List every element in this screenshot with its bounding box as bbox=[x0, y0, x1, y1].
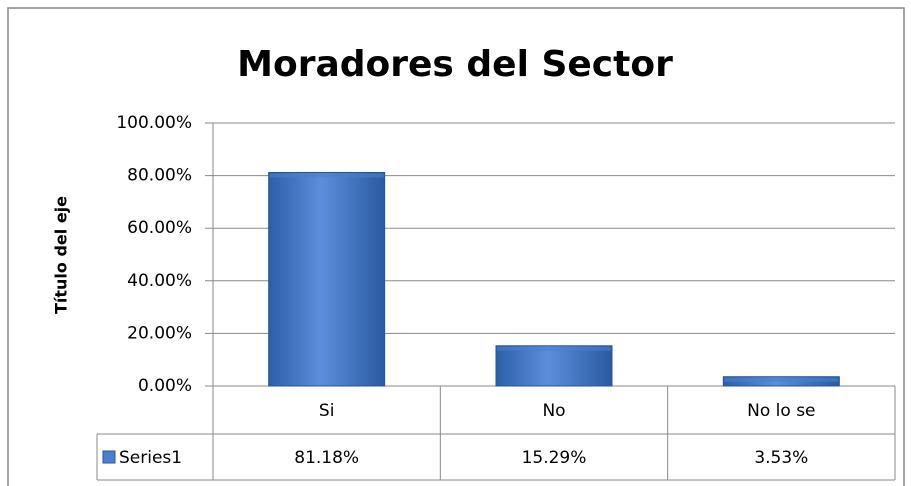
data-label: 3.53% bbox=[754, 448, 808, 468]
legend-key bbox=[102, 450, 116, 464]
bar bbox=[495, 345, 613, 387]
y-tick-label: 80.00% bbox=[127, 166, 192, 186]
chart-border bbox=[7, 7, 905, 486]
x-tick-label: Si bbox=[319, 401, 335, 421]
bar-highlight bbox=[269, 173, 384, 178]
y-tick-label: 40.00% bbox=[127, 271, 192, 291]
x-tick-label: No lo se bbox=[747, 401, 815, 421]
chart-title: Moradores del Sector bbox=[237, 44, 673, 85]
y-tick-label: 20.00% bbox=[127, 323, 192, 343]
y-axis-title: Título del eje bbox=[52, 196, 71, 314]
bar-highlight bbox=[497, 346, 611, 351]
x-tick-label: No bbox=[542, 401, 565, 421]
legend-label: Series1 bbox=[119, 448, 182, 468]
y-tick-label: 0.00% bbox=[138, 376, 192, 396]
data-label: 81.18% bbox=[294, 448, 359, 468]
y-tick-label: 100.00% bbox=[116, 113, 192, 133]
bar bbox=[268, 171, 386, 387]
y-tick-label: 60.00% bbox=[127, 218, 192, 238]
bar-highlight bbox=[724, 377, 839, 382]
data-label: 15.29% bbox=[522, 448, 587, 468]
